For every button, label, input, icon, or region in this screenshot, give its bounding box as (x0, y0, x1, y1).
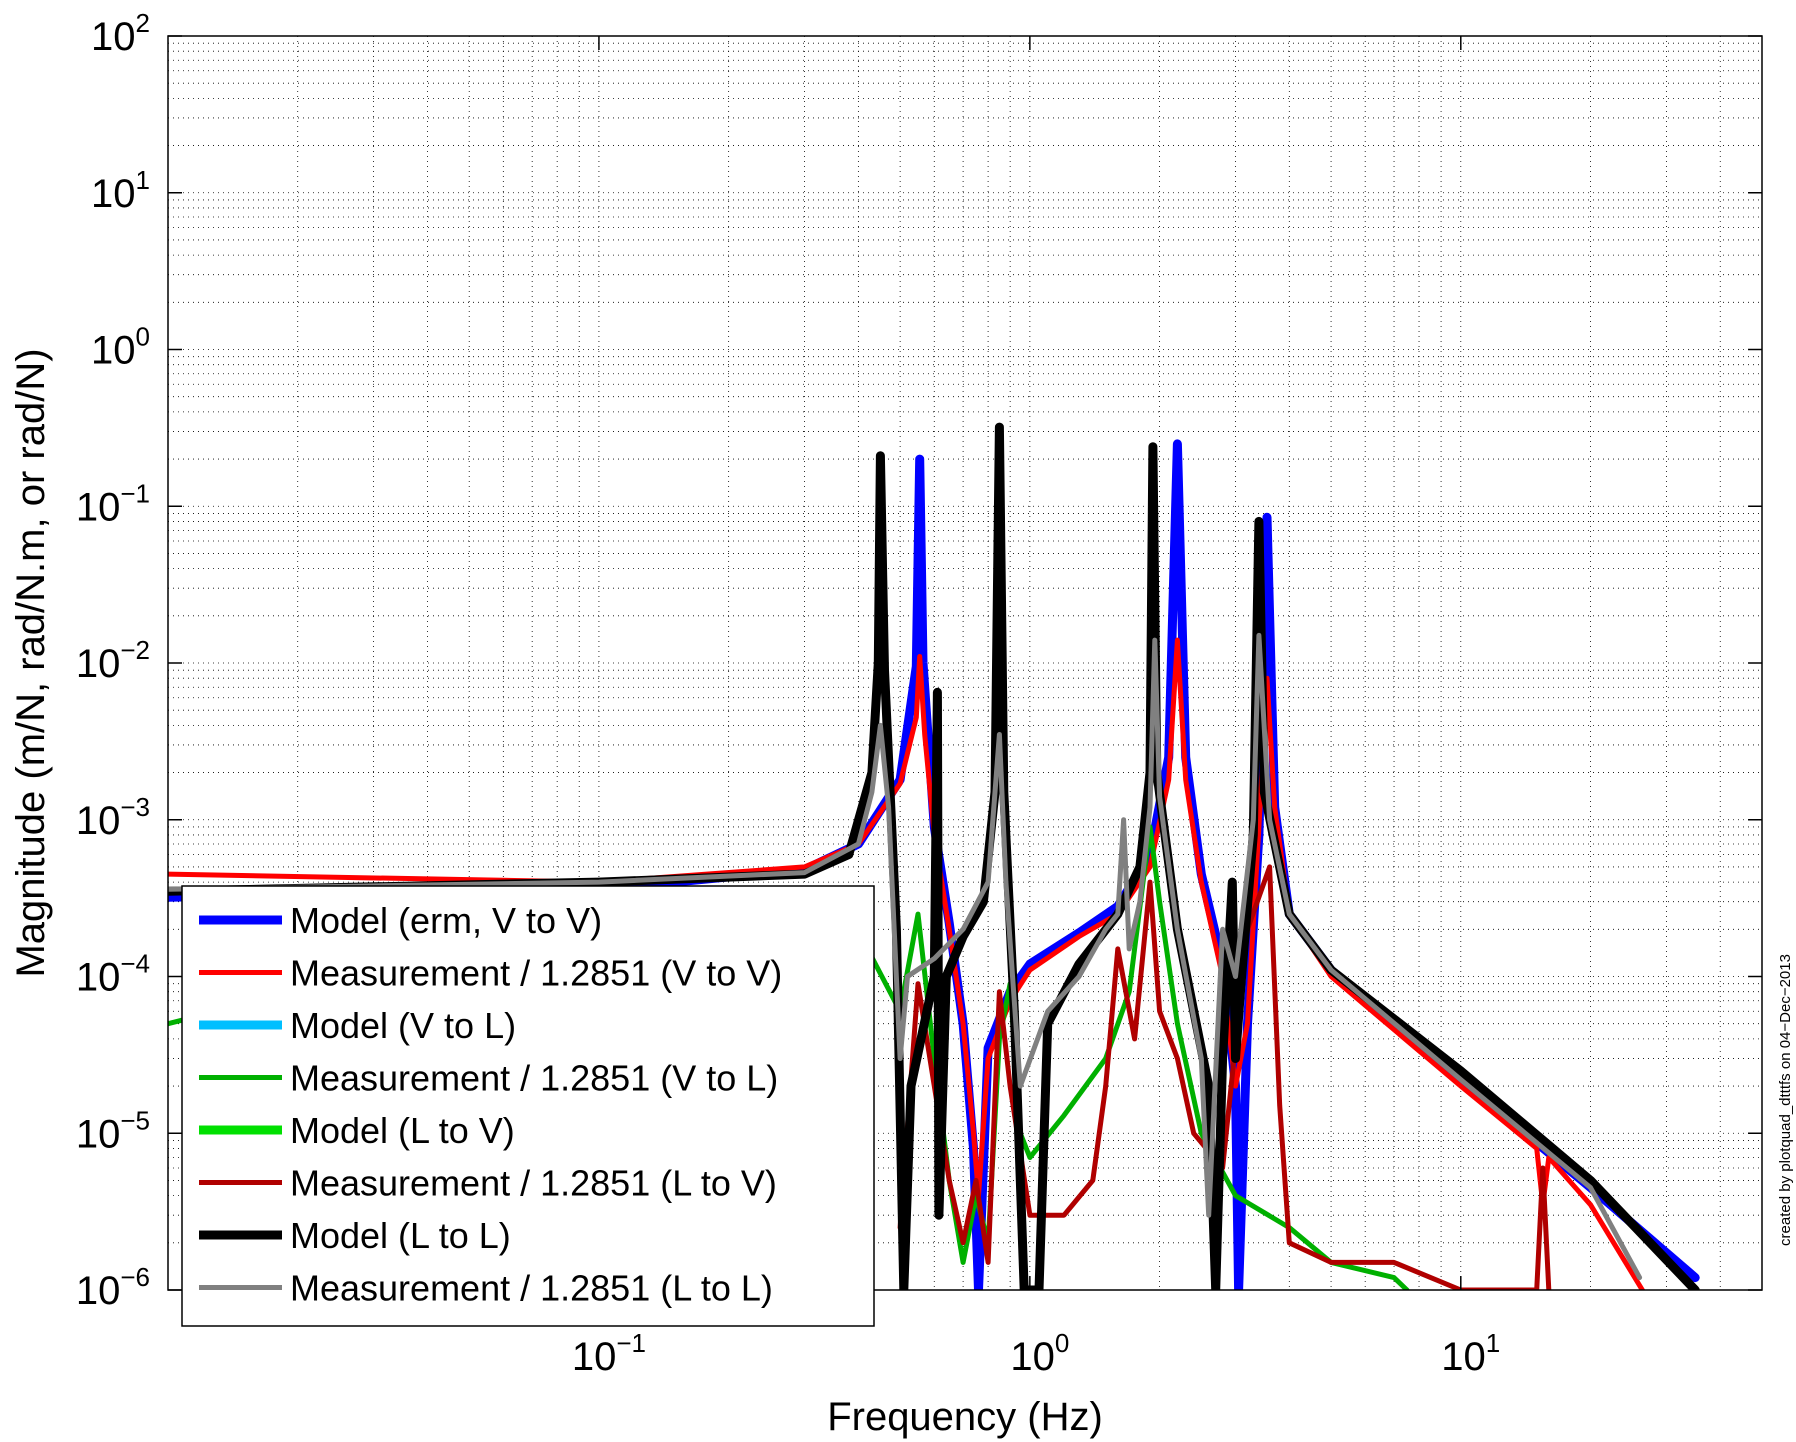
plot-frame (167, 35, 1763, 1291)
y-tick-label: 10−6 (76, 1262, 150, 1313)
credit-annotation: created by plotquad_dtttfs on 04−Dec−201… (1777, 954, 1794, 1246)
y-tick-label: 10−5 (76, 1105, 150, 1156)
legend-label: Model (erm, V to V) (290, 900, 602, 941)
series-line (168, 632, 1643, 1281)
legend-label: Measurement / 1.2851 (V to L) (290, 1058, 778, 1099)
y-tick-label: 10−3 (76, 792, 150, 843)
x-tick-label: 100 (1010, 1328, 1069, 1379)
y-tick-labels: 10−6 10−5 10−4 10−3 10−2 10−1 100 101 102 (76, 8, 150, 1313)
y-tick-label: 10−1 (76, 478, 150, 529)
x-tick-label: 10−1 (572, 1328, 646, 1379)
data-series-lines (168, 422, 1700, 1290)
series-line (168, 422, 1700, 1290)
legend-label: Model (L to L) (290, 1215, 511, 1256)
y-axis-label: Magnitude (m/N, rad/N.m, or rad/N) (9, 348, 53, 977)
legend-label: Model (L to V) (290, 1110, 515, 1151)
legend-label: Measurement / 1.2851 (V to V) (290, 953, 782, 994)
legend: Model (erm, V to V) Measurement / 1.2851 … (181, 885, 875, 1327)
x-tick-labels: 10−1 100 101 (572, 1328, 1500, 1379)
y-tick-label: 10−4 (76, 949, 150, 1000)
series-line (897, 864, 1552, 1290)
x-tick-label: 101 (1441, 1328, 1500, 1379)
legend-box (181, 885, 875, 1327)
y-tick-label: 101 (91, 165, 150, 216)
legend-label: Model (V to L) (290, 1005, 516, 1046)
y-tick-label: 102 (91, 8, 150, 59)
legend-label: Measurement / 1.2851 (L to V) (290, 1163, 777, 1204)
x-axis-label: Frequency (Hz) (827, 1395, 1103, 1439)
y-tick-label: 100 (91, 322, 150, 373)
legend-label: Measurement / 1.2851 (L to L) (290, 1268, 773, 1309)
y-tick-label: 10−2 (76, 635, 150, 686)
series-line (168, 637, 1646, 1290)
